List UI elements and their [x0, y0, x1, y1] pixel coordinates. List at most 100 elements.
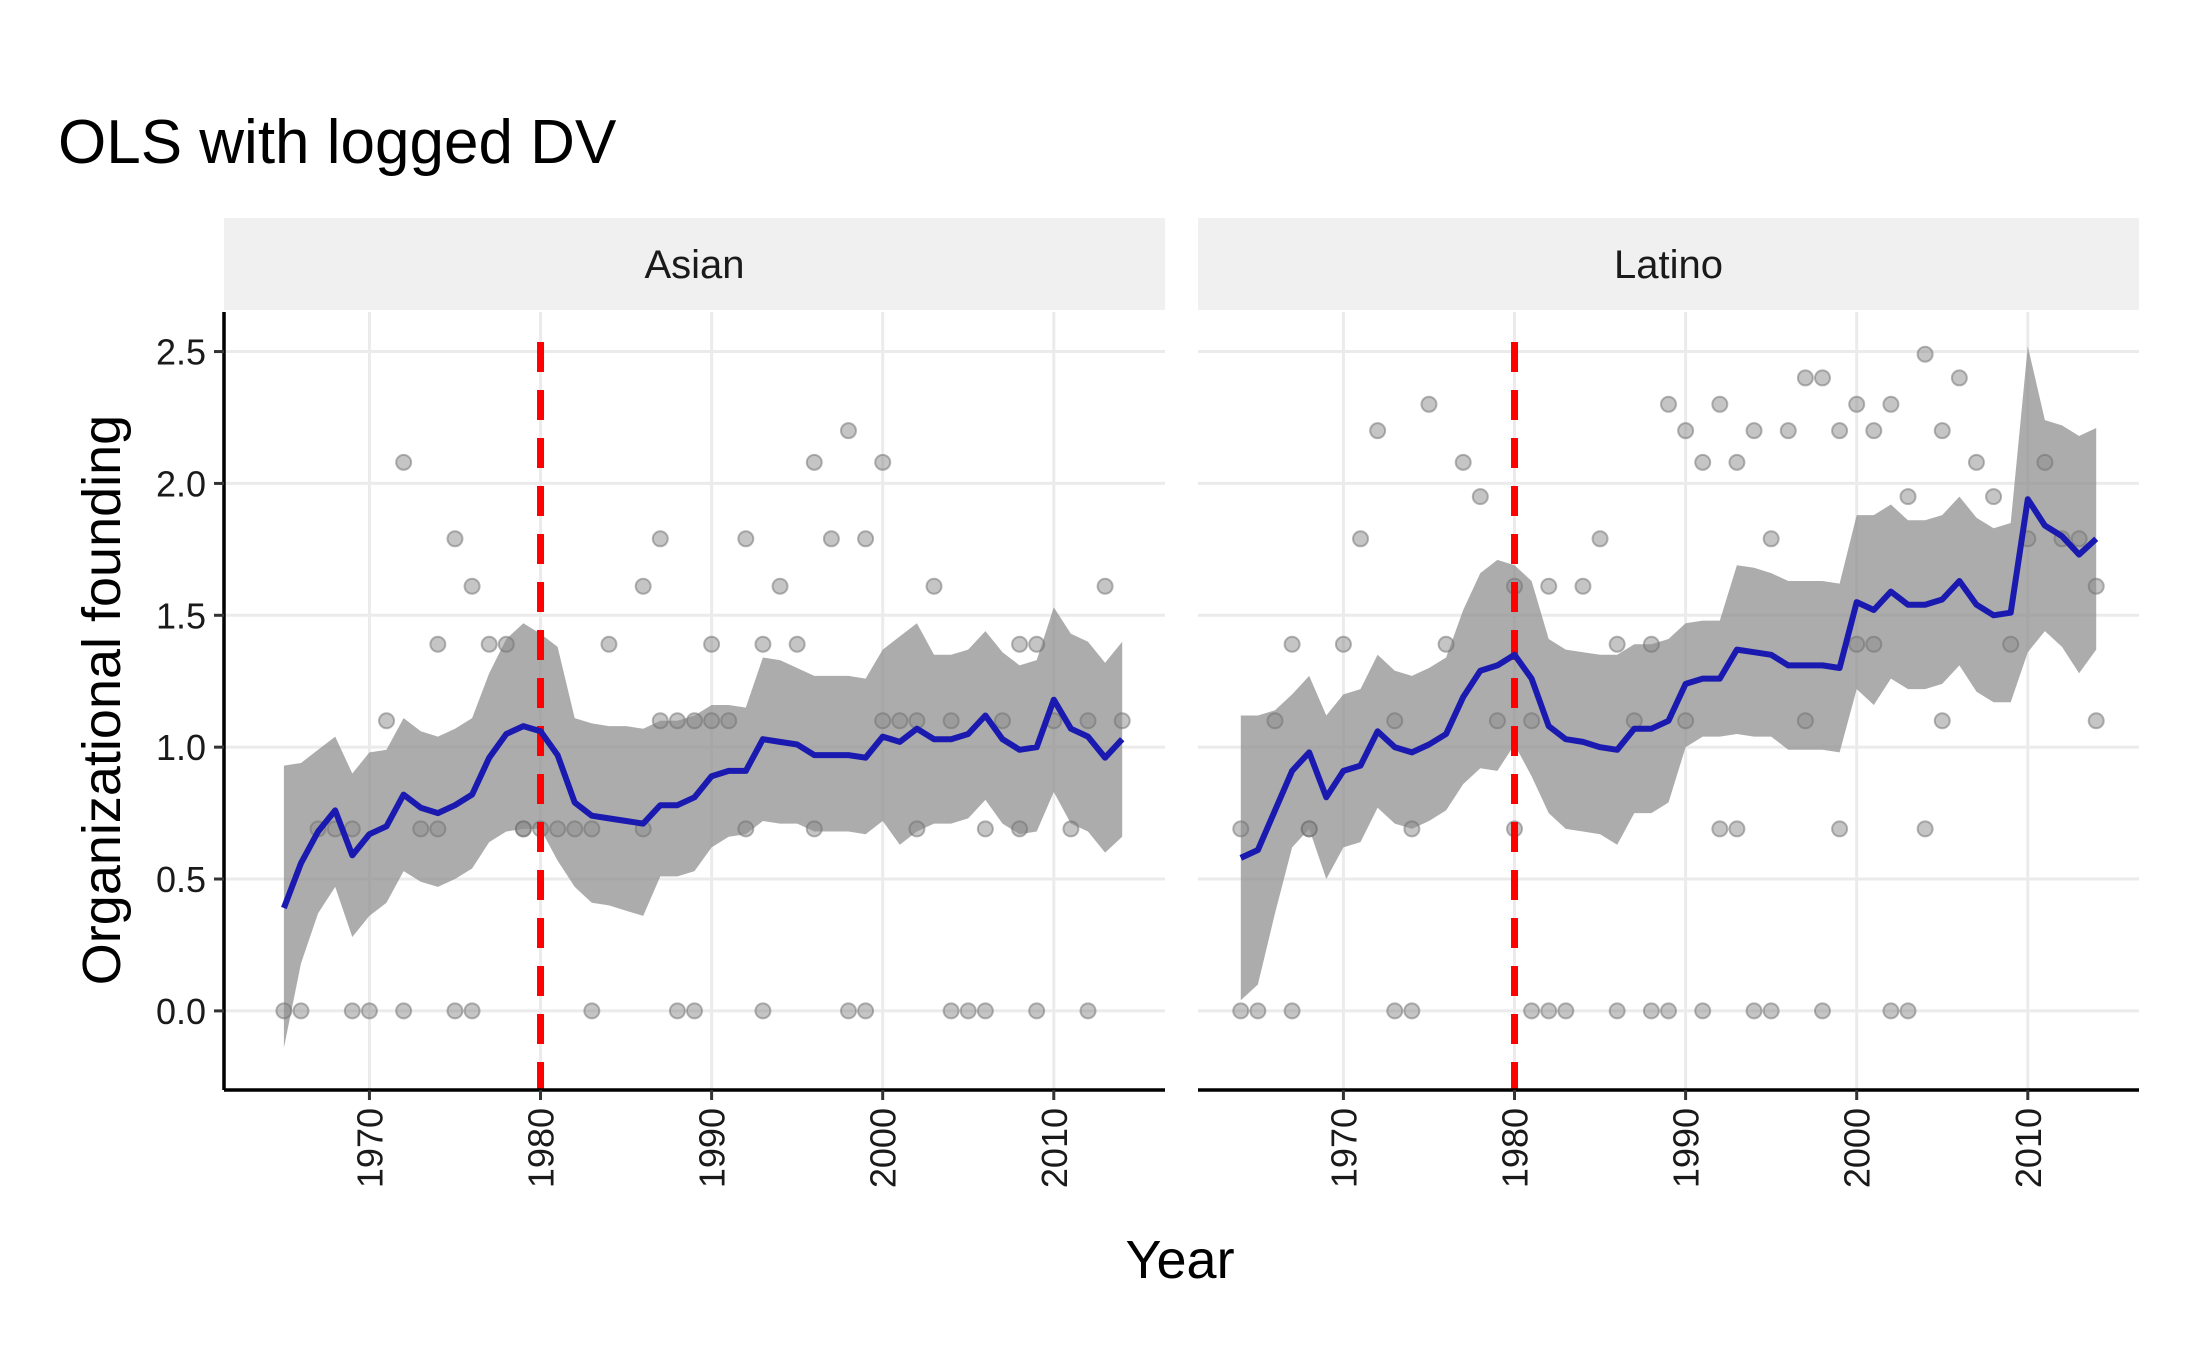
x-tick-label: 1990: [692, 1108, 733, 1188]
y-tick-label: 1.0: [156, 727, 206, 768]
data-point: [360, 1002, 378, 1020]
data-point: [292, 1002, 310, 1020]
facet-strip-label: Asian: [644, 243, 744, 287]
data-point: [1591, 530, 1609, 548]
y-axis-title: Organizational founding: [72, 415, 132, 985]
facet-panels: Asian 0.0 0.5 1.0 1.5 2.0 2.5 1970 1980 1990 2000 2…: [156, 218, 2139, 1188]
data-point: [976, 820, 994, 838]
data-point: [1916, 820, 1934, 838]
data-point: [874, 453, 892, 471]
data-point: [1540, 1002, 1558, 1020]
data-point: [874, 712, 892, 730]
data-point: [1232, 1002, 1250, 1020]
data-point: [1642, 635, 1660, 653]
data-point: [1694, 1002, 1712, 1020]
data-point: [771, 577, 789, 595]
data-point: [1113, 712, 1131, 730]
data-point: [1334, 635, 1352, 653]
data-point: [1011, 820, 1029, 838]
x-tick-label: 2000: [1837, 1108, 1878, 1188]
y-tick-label: 0.5: [156, 859, 206, 900]
data-point: [1028, 1002, 1046, 1020]
data-point: [1079, 1002, 1097, 1020]
data-point: [1608, 635, 1626, 653]
data-point: [1882, 1002, 1900, 1020]
data-point: [1745, 1002, 1763, 1020]
data-point: [566, 820, 584, 838]
panel-asian: Asian 0.0 0.5 1.0 1.5 2.0 2.5 1970 1980 1990 2000 2…: [156, 218, 1165, 1188]
data-point: [1096, 577, 1114, 595]
data-point: [1762, 530, 1780, 548]
data-point: [1933, 712, 1951, 730]
data-point: [2002, 635, 2020, 653]
data-point: [908, 820, 926, 838]
data-point: [1403, 1002, 1421, 1020]
data-point: [1899, 1002, 1917, 1020]
data-point: [1028, 635, 1046, 653]
data-point: [1882, 395, 1900, 413]
data-point: [463, 577, 481, 595]
data-point: [942, 1002, 960, 1020]
data-point: [514, 820, 532, 838]
data-point: [754, 1002, 772, 1020]
data-point: [1985, 488, 2003, 506]
data-point: [1523, 712, 1541, 730]
data-point: [805, 820, 823, 838]
data-point: [1471, 488, 1489, 506]
data-point: [1557, 1002, 1575, 1020]
data-point: [1540, 577, 1558, 595]
confidence-band: [283, 607, 1123, 1048]
y-tick-label: 1.5: [156, 595, 206, 636]
x-tick-label: 2010: [1034, 1108, 1075, 1188]
data-point: [1677, 422, 1695, 440]
data-point: [1608, 1002, 1626, 1020]
data-point: [1523, 1002, 1541, 1020]
data-point: [651, 530, 669, 548]
data-point: [1933, 422, 1951, 440]
data-point: [839, 422, 857, 440]
data-point: [1694, 453, 1712, 471]
data-point: [378, 712, 396, 730]
facet-strip: [224, 218, 1165, 310]
data-point: [583, 820, 601, 838]
data-point: [1831, 820, 1849, 838]
data-point: [2036, 453, 2054, 471]
x-tick-label: 1970: [349, 1108, 390, 1188]
x-tick-label: 2010: [2008, 1108, 2049, 1188]
data-point: [1745, 422, 1763, 440]
data-point: [429, 635, 447, 653]
data-point: [634, 577, 652, 595]
data-point: [1062, 820, 1080, 838]
data-point: [737, 820, 755, 838]
data-point: [1660, 1002, 1677, 1020]
data-point: [720, 712, 738, 730]
data-point: [583, 1002, 601, 1020]
data-point: [1796, 712, 1814, 730]
data-point: [822, 530, 840, 548]
facet-strip: [1198, 218, 2139, 310]
data-point: [1865, 422, 1883, 440]
y-tick-label: 0.0: [156, 991, 206, 1032]
fitted-line: [281, 696, 1125, 910]
data-point: [395, 1002, 413, 1020]
data-point: [1865, 635, 1883, 653]
data-point: [2070, 530, 2088, 548]
data-point: [1711, 395, 1729, 413]
data-point: [805, 453, 823, 471]
data-point: [1386, 1002, 1404, 1020]
data-point: [1711, 820, 1729, 838]
data-point: [993, 712, 1011, 730]
x-tick-label: 1980: [1495, 1108, 1536, 1188]
data-point: [480, 635, 498, 653]
data-point: [2087, 577, 2105, 595]
data-point: [839, 1002, 857, 1020]
data-point: [1454, 453, 1472, 471]
data-point: [343, 1002, 361, 1020]
data-point: [1011, 635, 1029, 653]
data-point: [412, 820, 430, 838]
data-point: [1352, 530, 1370, 548]
data-point: [788, 635, 806, 653]
y-tick-label: 2.5: [156, 332, 206, 373]
data-point: [703, 712, 721, 730]
data-point: [891, 712, 909, 730]
